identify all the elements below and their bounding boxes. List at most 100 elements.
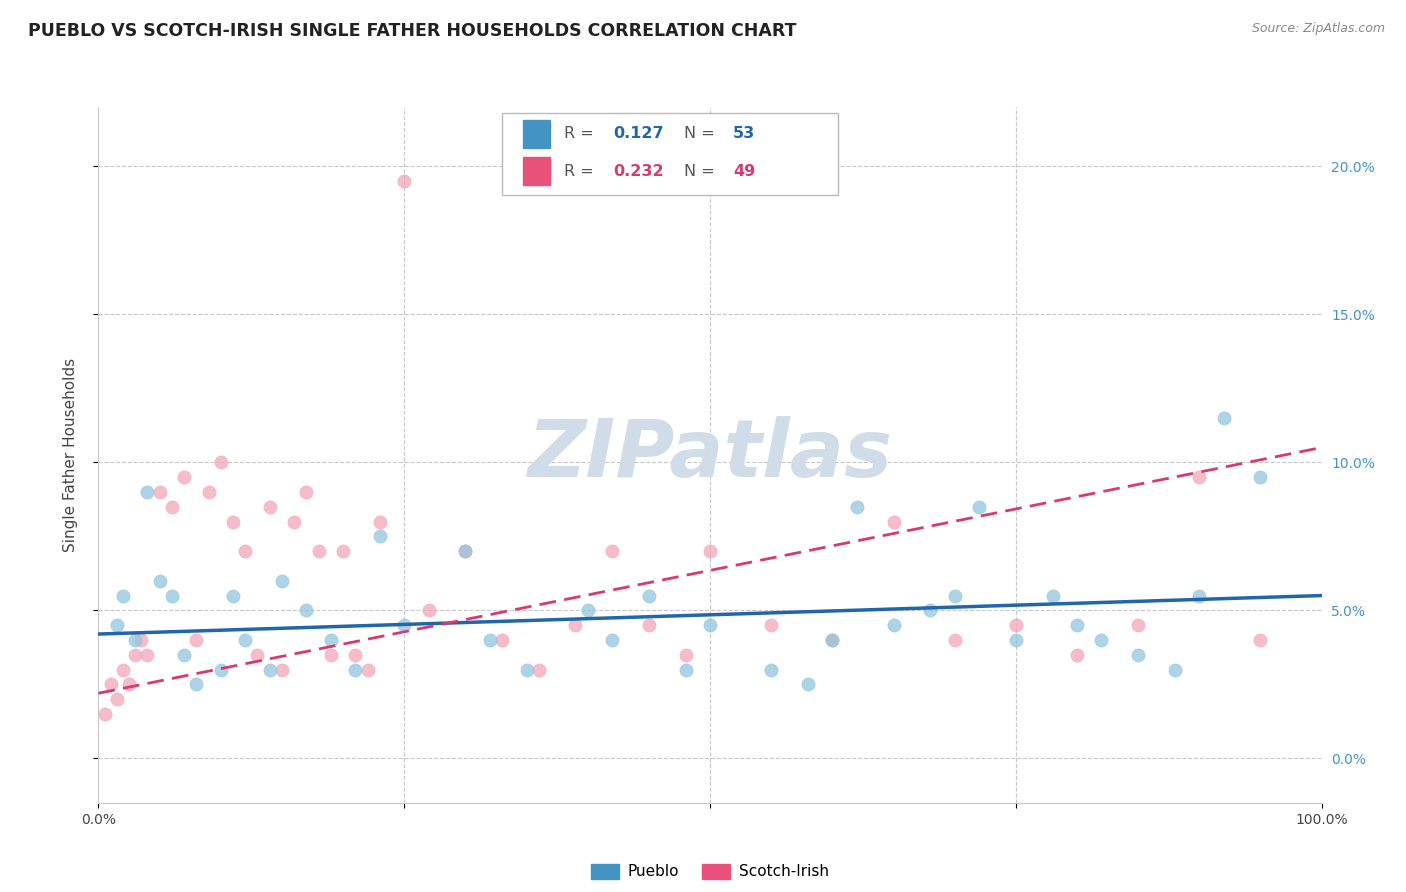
Text: N =: N = <box>685 126 720 141</box>
Point <box>173 648 195 662</box>
Point <box>270 574 294 588</box>
Point <box>356 663 378 677</box>
Point <box>149 574 172 588</box>
Point <box>259 663 281 677</box>
Point <box>149 484 172 499</box>
Point <box>821 632 844 647</box>
Point <box>478 632 501 647</box>
Point <box>1128 618 1150 632</box>
Point <box>761 618 783 632</box>
Point <box>821 632 844 647</box>
Point <box>111 663 134 677</box>
Point <box>160 589 183 603</box>
Point <box>295 603 318 617</box>
Bar <box>523 157 550 185</box>
Point <box>319 648 342 662</box>
Point <box>319 632 342 647</box>
Point <box>699 544 721 558</box>
Point <box>1164 663 1187 677</box>
Point <box>1066 618 1088 632</box>
Point <box>259 500 281 514</box>
Point <box>1004 618 1026 632</box>
Point <box>368 515 391 529</box>
Text: 49: 49 <box>734 163 755 178</box>
Point <box>246 648 269 662</box>
Point <box>1212 411 1234 425</box>
Point <box>1090 632 1112 647</box>
Point <box>209 455 232 469</box>
Point <box>332 544 354 558</box>
Point <box>675 648 697 662</box>
Point <box>943 589 966 603</box>
Point <box>209 663 232 677</box>
Text: 0.127: 0.127 <box>613 126 664 141</box>
Point <box>967 500 990 514</box>
Text: R =: R = <box>564 163 599 178</box>
Point <box>368 529 391 543</box>
Point <box>124 632 146 647</box>
Point <box>675 663 697 677</box>
Point <box>516 663 538 677</box>
Point <box>344 663 367 677</box>
Point <box>129 632 152 647</box>
Point <box>100 677 122 691</box>
Point <box>136 484 159 499</box>
Point <box>883 515 905 529</box>
Point <box>638 589 661 603</box>
Bar <box>523 120 550 147</box>
Point <box>418 603 440 617</box>
Text: R =: R = <box>564 126 599 141</box>
Point <box>761 663 783 677</box>
Point <box>233 632 256 647</box>
Point <box>491 632 513 647</box>
Text: 53: 53 <box>734 126 755 141</box>
Point <box>600 544 623 558</box>
Point <box>1004 632 1026 647</box>
Point <box>222 589 245 603</box>
Point <box>454 544 477 558</box>
Point <box>797 677 820 691</box>
Point <box>600 632 623 647</box>
Point <box>1250 632 1272 647</box>
Point <box>564 618 586 632</box>
Point <box>197 484 219 499</box>
Text: Source: ZipAtlas.com: Source: ZipAtlas.com <box>1251 22 1385 36</box>
Point <box>93 706 115 721</box>
Point <box>124 648 146 662</box>
Point <box>454 544 477 558</box>
Point <box>283 515 305 529</box>
Text: PUEBLO VS SCOTCH-IRISH SINGLE FATHER HOUSEHOLDS CORRELATION CHART: PUEBLO VS SCOTCH-IRISH SINGLE FATHER HOU… <box>28 22 797 40</box>
Point <box>1066 648 1088 662</box>
Point <box>527 663 550 677</box>
Point <box>943 632 966 647</box>
Point <box>118 677 141 691</box>
Point <box>136 648 159 662</box>
Point <box>920 603 942 617</box>
Point <box>699 618 721 632</box>
Point <box>222 515 245 529</box>
Text: 0.232: 0.232 <box>613 163 664 178</box>
Point <box>1128 648 1150 662</box>
Point <box>295 484 318 499</box>
Point <box>1042 589 1064 603</box>
Point <box>111 589 134 603</box>
Point <box>1188 589 1211 603</box>
Point <box>344 648 367 662</box>
Y-axis label: Single Father Households: Single Father Households <box>63 358 77 552</box>
Text: ZIPatlas: ZIPatlas <box>527 416 893 494</box>
Point <box>1188 470 1211 484</box>
Point <box>105 692 128 706</box>
Point <box>1250 470 1272 484</box>
Point <box>883 618 905 632</box>
Point <box>186 632 208 647</box>
Point <box>160 500 183 514</box>
FancyBboxPatch shape <box>502 113 838 195</box>
Point <box>308 544 330 558</box>
Point <box>638 618 661 632</box>
Text: N =: N = <box>685 163 720 178</box>
Point <box>186 677 208 691</box>
Point <box>392 618 416 632</box>
Point <box>105 618 128 632</box>
Point <box>233 544 256 558</box>
Point <box>173 470 195 484</box>
